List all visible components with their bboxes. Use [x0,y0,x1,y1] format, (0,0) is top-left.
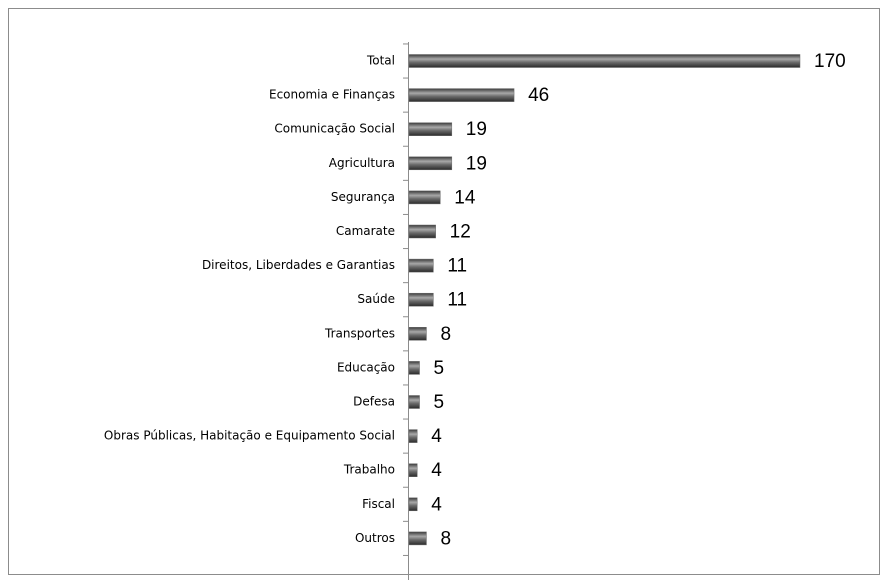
category-label: Fiscal [362,497,395,511]
bar [408,531,427,546]
bar [408,224,436,239]
value-label: 4 [431,494,442,515]
bar [408,190,441,205]
bar [408,156,453,171]
category-label: Economia e Finanças [269,88,395,102]
value-label: 5 [434,358,445,379]
value-label: 170 [814,51,846,72]
value-label: 12 [450,222,471,243]
bar [408,292,434,307]
category-label: Agricultura [329,156,395,170]
category-label: Segurança [331,190,395,204]
value-label: 8 [440,324,451,345]
bar [408,258,434,273]
value-label: 19 [466,119,487,140]
bar [408,429,418,443]
category-label: Trabalho [343,463,395,477]
value-label: 5 [434,392,445,413]
category-label: Educação [337,360,395,374]
bar [408,54,801,68]
category-label: Direitos, Liberdades e Garantias [202,258,395,272]
category-label: Obras Públicas, Habitação e Equipamento … [104,429,395,443]
bar [408,497,418,512]
value-label: 4 [431,426,442,447]
value-label: 4 [431,460,442,481]
value-label: 19 [466,153,487,174]
category-label: Outros [355,531,395,545]
bar [408,361,420,375]
value-label: 11 [447,290,467,311]
value-label: 11 [447,256,467,277]
bar [408,122,453,136]
value-label: 46 [528,85,549,106]
value-label: 14 [454,187,476,208]
category-label: Comunicação Social [274,122,395,136]
bar [408,327,427,341]
bar [408,395,420,409]
category-label: Transportes [324,326,395,340]
value-label: 8 [440,528,451,549]
category-label: Defesa [353,395,395,409]
category-label: Total [366,54,395,68]
category-label: Camarate [336,224,395,238]
chart-frame [8,8,880,575]
category-label: Saúde [357,292,395,306]
bar [408,463,418,477]
bar [408,88,515,102]
